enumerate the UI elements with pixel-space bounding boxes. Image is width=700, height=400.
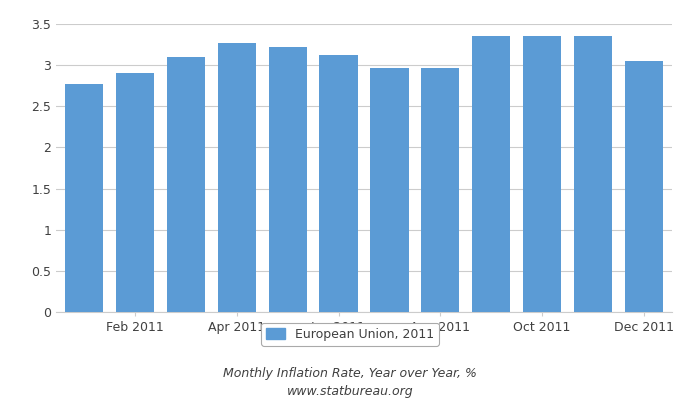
Bar [473, 36, 510, 312]
Bar [625, 61, 663, 312]
Bar [269, 47, 307, 312]
Bar [574, 36, 612, 312]
Bar [319, 55, 358, 312]
Text: Monthly Inflation Rate, Year over Year, %: Monthly Inflation Rate, Year over Year, … [223, 368, 477, 380]
Bar [116, 73, 154, 312]
Bar [370, 68, 409, 312]
Bar [421, 68, 459, 312]
Legend: European Union, 2011: European Union, 2011 [261, 323, 439, 346]
Bar [218, 43, 256, 312]
Bar [523, 36, 561, 312]
Bar [65, 84, 103, 312]
Bar [167, 57, 205, 312]
Text: www.statbureau.org: www.statbureau.org [287, 385, 413, 398]
